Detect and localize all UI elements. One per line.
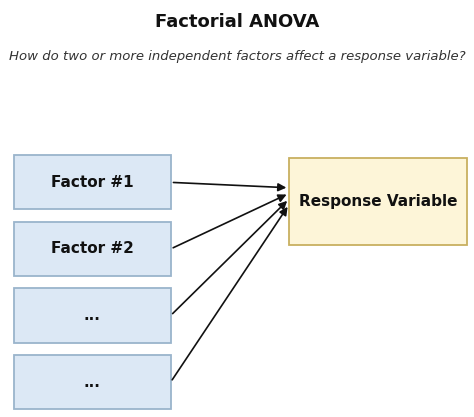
FancyBboxPatch shape <box>289 158 467 245</box>
FancyBboxPatch shape <box>14 222 171 276</box>
FancyBboxPatch shape <box>14 355 171 409</box>
FancyBboxPatch shape <box>14 155 171 209</box>
Text: How do two or more independent factors affect a response variable?: How do two or more independent factors a… <box>9 50 465 63</box>
Text: Factor #2: Factor #2 <box>51 241 134 256</box>
FancyBboxPatch shape <box>14 289 171 343</box>
Text: ...: ... <box>84 308 101 323</box>
Text: ...: ... <box>84 374 101 389</box>
Text: Factor #1: Factor #1 <box>51 175 134 190</box>
Text: Response Variable: Response Variable <box>299 194 457 209</box>
Text: Factorial ANOVA: Factorial ANOVA <box>155 13 319 30</box>
